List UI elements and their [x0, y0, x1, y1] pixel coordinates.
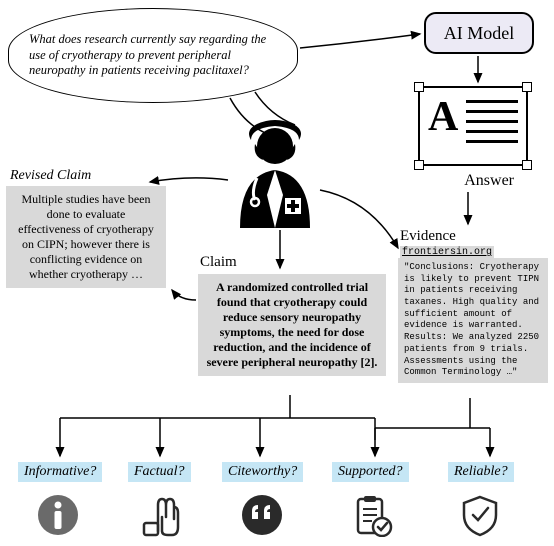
ai-model-box: AI Model [424, 12, 534, 54]
answer-letter-icon: A [428, 96, 458, 156]
question-text: What does research currently say regardi… [29, 32, 277, 79]
claim-label: Claim [200, 254, 237, 271]
info-icon [36, 493, 80, 537]
handle-br [522, 160, 532, 170]
quote-icon [240, 493, 284, 537]
answer-label: Answer [464, 172, 514, 190]
revised-claim-label: Revised Claim [10, 168, 91, 184]
revised-claim-box: Multiple studies have been done to evalu… [6, 186, 166, 288]
handle-tl [414, 82, 424, 92]
handle-tr [522, 82, 532, 92]
dim-reliable-label: Reliable? [448, 462, 514, 482]
dim-factual-label: Factual? [128, 462, 191, 482]
answer-lines-icon [466, 96, 518, 156]
dim-citeworthy-label: Citeworthy? [222, 462, 303, 482]
answer-frame: A [418, 86, 528, 166]
claim-box: A randomized controlled trial found that… [198, 274, 386, 376]
doctor-icon [225, 120, 325, 230]
ai-model-label: AI Model [444, 23, 515, 44]
dim-informative-label: Informative? [18, 462, 102, 482]
dim-supported-label: Supported? [332, 462, 409, 482]
evidence-label: Evidence [400, 228, 456, 245]
clipboard-check-icon [350, 493, 394, 537]
question-bubble: What does research currently say regardi… [8, 8, 298, 103]
shield-check-icon [458, 493, 502, 537]
handle-bl [414, 160, 424, 170]
oath-hand-icon [138, 493, 182, 537]
evidence-box: "Conclusions: Cryotherapy is likely to p… [398, 258, 548, 383]
